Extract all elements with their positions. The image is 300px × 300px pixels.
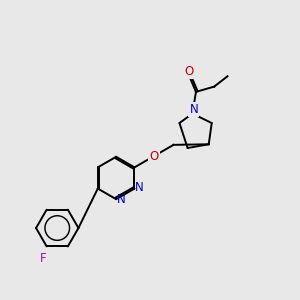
Text: N: N: [135, 181, 144, 194]
Text: F: F: [40, 252, 46, 265]
Text: O: O: [149, 150, 159, 163]
Text: N: N: [190, 103, 198, 116]
Text: N: N: [117, 193, 125, 206]
Text: O: O: [184, 65, 194, 78]
